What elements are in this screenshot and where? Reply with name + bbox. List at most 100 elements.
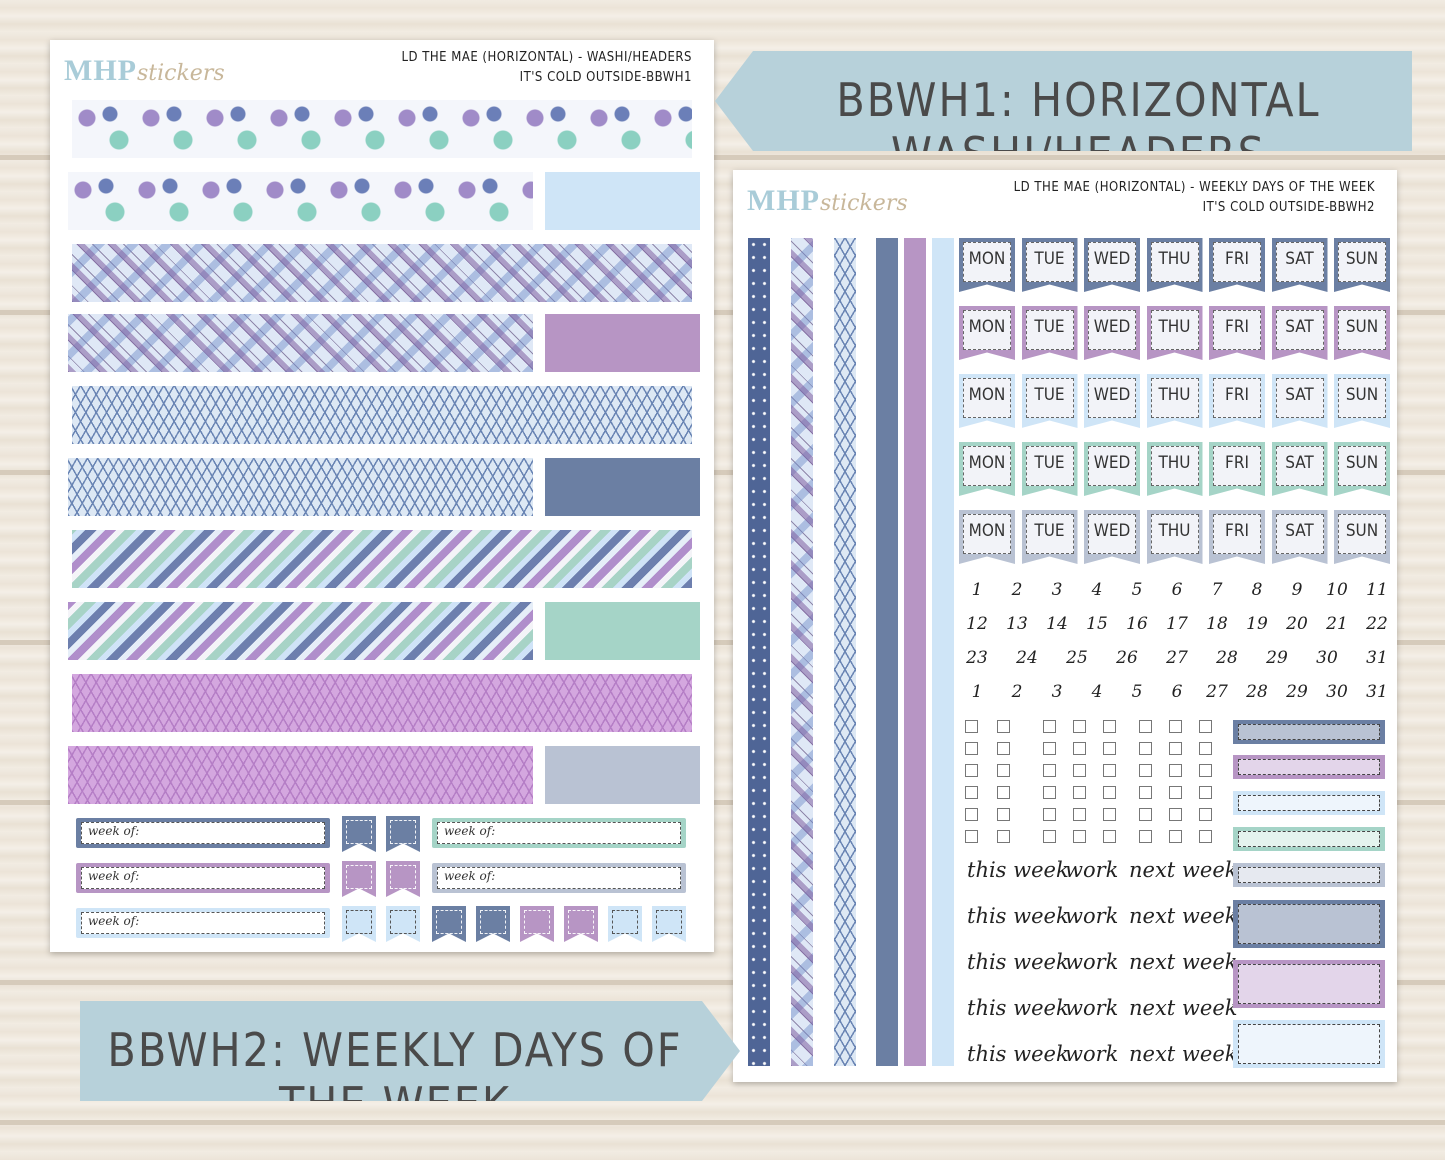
- flag-sticker-purple: [520, 906, 554, 942]
- washi-strip-plaid-full: [72, 244, 692, 302]
- date-number: 6: [1171, 580, 1183, 600]
- day-label: THU: [1158, 385, 1191, 405]
- day-label: TUE: [1034, 453, 1065, 473]
- checkbox-sticker: [965, 720, 978, 733]
- day-flag-navy: THU: [1146, 238, 1203, 292]
- day-flag-purple: SUN: [1334, 306, 1390, 360]
- day-label: MON: [968, 385, 1006, 405]
- checkbox-sticker: [1169, 742, 1182, 755]
- checkbox-sticker: [1139, 764, 1152, 777]
- day-flag-purple: THU: [1146, 306, 1203, 360]
- day-flag-mint: MON: [959, 442, 1015, 496]
- date-number: 28: [1216, 648, 1238, 668]
- washi-strip-stripe-full: [72, 530, 692, 588]
- day-flag-light-blue: TUE: [1021, 374, 1078, 428]
- script-word-sticker: work: [1065, 950, 1119, 974]
- date-number: 14: [1046, 614, 1068, 634]
- day-label: MON: [968, 249, 1006, 269]
- date-number: 2: [1011, 580, 1023, 600]
- day-label: FRI: [1225, 249, 1249, 269]
- checkbox-sticker: [1199, 742, 1212, 755]
- checkbox-sticker: [965, 808, 978, 821]
- vertical-washi-navy: [876, 238, 898, 1066]
- day-flag-grey-blue: TUE: [1021, 510, 1078, 564]
- flag-sticker-purple: [386, 861, 420, 897]
- sheet-header-subtitle: IT'S COLD OUTSIDE-BBWH1: [519, 70, 692, 85]
- day-flag-light-blue: THU: [1146, 374, 1203, 428]
- sheet-header-title: LD THE MAE (HORIZONTAL) - WEEKLY DAYS OF…: [1013, 180, 1375, 195]
- date-number: 2: [1011, 682, 1023, 702]
- date-number: 1: [971, 682, 983, 702]
- checkbox-sticker: [1139, 786, 1152, 799]
- checkbox-sticker: [1103, 764, 1116, 777]
- date-number: 27: [1206, 682, 1228, 702]
- flag-sticker-purple: [564, 906, 598, 942]
- day-label: SUN: [1345, 317, 1379, 337]
- script-word-sticker: next week: [1129, 904, 1238, 928]
- week-of-label: week of:: [88, 824, 140, 838]
- washi-strip-stripe-short: [68, 602, 533, 660]
- day-label: WED: [1093, 385, 1131, 405]
- checkbox-sticker: [997, 764, 1010, 777]
- checkbox-sticker: [1073, 742, 1086, 755]
- flag-sticker-light-blue: [386, 906, 420, 942]
- product-label-text: BBWH2: WEEKLY DAYS OF THE WEEK: [107, 1023, 683, 1131]
- date-number: 29: [1286, 682, 1308, 702]
- day-label: TUE: [1034, 385, 1065, 405]
- date-number: 4: [1091, 580, 1103, 600]
- day-label: WED: [1093, 249, 1131, 269]
- washi-strip-knit-blue-short: [68, 458, 533, 516]
- mini-header-grey-blue: [1233, 863, 1385, 887]
- day-label: FRI: [1225, 317, 1249, 337]
- day-label: SAT: [1285, 521, 1314, 541]
- day-label: SAT: [1285, 453, 1314, 473]
- brand-logo: MHPstickers: [64, 54, 225, 88]
- date-number: 18: [1206, 614, 1228, 634]
- date-number: 1: [971, 580, 983, 600]
- date-number: 21: [1326, 614, 1348, 634]
- flag-sticker-navy: [386, 816, 420, 852]
- day-flag-grey-blue: WED: [1084, 510, 1140, 564]
- script-word-sticker: this week: [967, 950, 1069, 974]
- date-number: 25: [1066, 648, 1088, 668]
- date-number: 11: [1366, 580, 1388, 600]
- date-number: 5: [1131, 580, 1143, 600]
- checkbox-sticker: [997, 786, 1010, 799]
- flag-sticker-light-blue: [342, 906, 376, 942]
- checkbox-sticker: [1199, 830, 1212, 843]
- product-label-bbwh2: BBWH2: WEEKLY DAYS OF THE WEEK: [80, 1001, 740, 1101]
- week-of-header-purple: week of:: [76, 863, 330, 893]
- date-number: 17: [1166, 614, 1188, 634]
- checkbox-sticker: [965, 830, 978, 843]
- week-of-header-mint: week of:: [432, 818, 686, 848]
- day-flag-purple: FRI: [1209, 306, 1265, 360]
- checkbox-sticker: [1043, 742, 1056, 755]
- day-label: MON: [968, 453, 1006, 473]
- checkbox-sticker: [1043, 720, 1056, 733]
- washi-strip-knit-purple-short: [68, 746, 533, 804]
- day-flag-navy: MON: [959, 238, 1015, 292]
- day-label: SAT: [1285, 317, 1314, 337]
- checkbox-sticker: [965, 742, 978, 755]
- checkbox-sticker: [1073, 720, 1086, 733]
- day-flag-light-blue: SUN: [1334, 374, 1390, 428]
- washi-strip-knit-purple-full: [72, 674, 692, 732]
- flag-sticker-navy: [476, 906, 510, 942]
- day-flag-mint: THU: [1146, 442, 1203, 496]
- washi-strip-knit-blue-full: [72, 386, 692, 444]
- sheet-header-title: LD THE MAE (HORIZONTAL) - WASHI/HEADERS: [401, 50, 692, 65]
- week-of-header-navy: week of:: [76, 818, 330, 848]
- day-label: SUN: [1345, 385, 1379, 405]
- week-of-label: week of:: [88, 914, 140, 928]
- day-label: WED: [1093, 453, 1131, 473]
- vertical-washi-knit: [834, 238, 856, 1066]
- date-number: 16: [1126, 614, 1148, 634]
- sticker-sheet-days-of-week: MHPstickers LD THE MAE (HORIZONTAL) - WE…: [733, 170, 1397, 1082]
- day-label: SUN: [1345, 249, 1379, 269]
- script-word-sticker: this week: [967, 1042, 1069, 1066]
- date-number: 22: [1366, 614, 1388, 634]
- mini-header-purple: [1233, 755, 1385, 779]
- date-number: 20: [1286, 614, 1308, 634]
- date-number: 5: [1131, 682, 1143, 702]
- date-number: 30: [1316, 648, 1338, 668]
